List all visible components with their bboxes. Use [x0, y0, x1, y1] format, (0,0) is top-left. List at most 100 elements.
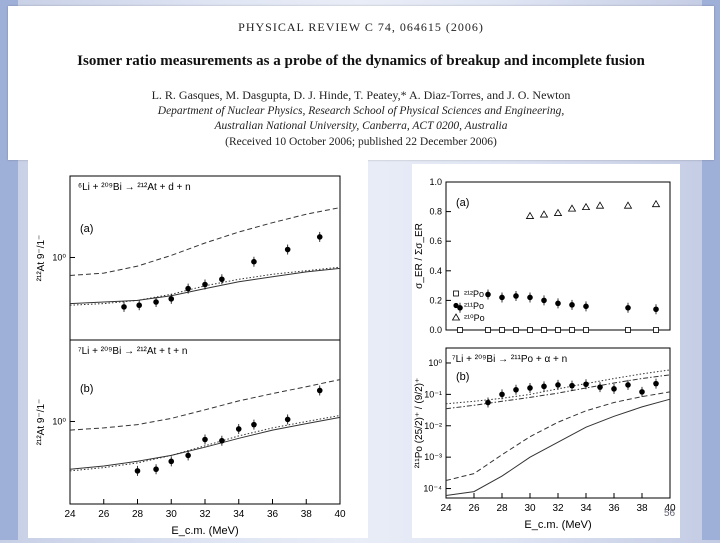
data-point: [653, 380, 659, 387]
y-tick-label: 10⁻³: [424, 452, 442, 462]
y-axis-label: σ_ER / Σσ_ER: [414, 223, 425, 289]
model-curve-dashed: [69, 379, 341, 431]
y-axis-label: ²¹²At 9⁻/1⁻: [36, 235, 47, 282]
data-point: [499, 391, 505, 398]
data-point: [153, 466, 159, 473]
journal-reference: PHYSICAL REVIEW C 74, 064615 (2006): [238, 20, 484, 34]
data-point: [284, 416, 291, 423]
y-tick-label: 0.4: [429, 266, 442, 276]
figure-left-panel: 10⁰ (a) ⁶Li + ²⁰⁹Bi → ²¹²At + d + n ²¹²At 9…: [28, 160, 368, 538]
data-point-triangle: [567, 204, 577, 212]
data-point: [513, 293, 519, 299]
data-point: [597, 384, 603, 390]
figure-left-svg: 10⁰ (a) ⁶Li + ²⁰⁹Bi → ²¹²At + d + n ²¹²At 9…: [36, 175, 346, 537]
plot-frame: [69, 175, 341, 341]
data-point: [185, 285, 191, 292]
x-tick-label: 32: [199, 509, 211, 520]
data-point: [583, 303, 589, 310]
data-point: [121, 304, 127, 310]
paper-title: Isomer ratio measurements as a probe of …: [77, 53, 645, 69]
model-curve-solid: [445, 398, 671, 496]
data-point: [513, 386, 519, 393]
x-tick-label: 38: [301, 509, 313, 520]
legend-marker-triangle: [451, 313, 461, 321]
data-point: [153, 299, 159, 305]
data-point: [168, 458, 175, 465]
data-point-triangle: [553, 208, 563, 216]
y-tick-label: 0.2: [429, 295, 442, 305]
paper-header: PHYSICAL REVIEW C 74, 064615 (2006) Isom…: [8, 6, 714, 160]
panel-letter: (a): [456, 197, 469, 209]
data-point: [653, 306, 659, 313]
data-point: [316, 387, 323, 394]
y-axis-label: ²¹²At 9⁻/1⁻: [36, 399, 47, 446]
data-point: [134, 468, 141, 474]
data-point-square: [541, 327, 547, 333]
data-point: [457, 305, 463, 311]
data-point: [284, 246, 291, 253]
data-point: [555, 300, 561, 307]
data-point: [136, 302, 142, 309]
x-tick-label: 28: [496, 503, 508, 514]
data-point: [251, 421, 257, 428]
data-point-triangle: [595, 201, 605, 209]
data-point: [527, 294, 533, 301]
x-tick-label: 32: [552, 503, 564, 514]
x-tick-label: 30: [524, 503, 536, 514]
data-point-square: [513, 327, 519, 333]
y-tick-label: 10⁻⁴: [423, 484, 442, 494]
y-tick-label: 10⁻¹: [424, 389, 442, 399]
data-point: [185, 452, 191, 459]
x-tick-label: 30: [166, 509, 178, 520]
x-tick-label: 28: [132, 509, 144, 520]
x-tick-label: 34: [233, 509, 245, 520]
received-date: (Received 10 October 2006; published 22 …: [225, 136, 497, 148]
x-tick-label: 24: [440, 503, 452, 514]
data-point: [316, 234, 323, 240]
reaction-label: ⁷Li + ²⁰⁹Bi → ²¹¹Po + α + n: [452, 354, 567, 365]
affiliation-line-2: Australian National University, Canberra…: [214, 120, 508, 132]
legend-marker-circle: [453, 302, 459, 309]
x-tick-label: 38: [636, 503, 648, 514]
data-point-square: [499, 327, 505, 333]
data-point: [219, 437, 225, 444]
data-point: [625, 382, 631, 388]
data-point: [219, 276, 225, 283]
data-point-square: [485, 327, 491, 333]
y-tick-label: 10⁰: [52, 416, 66, 426]
panel-letter: (b): [456, 371, 469, 383]
data-point: [202, 281, 208, 288]
data-point: [485, 399, 491, 406]
data-point-triangle: [651, 199, 661, 208]
x-tick-label: 36: [267, 509, 279, 520]
data-point: [235, 426, 242, 432]
legend-marker-square: [453, 290, 459, 297]
x-tick-label: 36: [608, 503, 620, 514]
data-point-square: [527, 327, 533, 333]
y-tick-label: 10⁻²: [424, 421, 442, 431]
author-list: L. R. Gasques, M. Dasgupta, D. J. Hinde,…: [151, 88, 571, 102]
figure-right-panel: 0.0 0.2 0.4 0.6 0.8 1.0 (a) σ_ER / Σσ_ER ²¹²Po ²¹…: [412, 164, 680, 538]
y-tick-label: 1.0: [429, 177, 442, 187]
data-point: [625, 305, 631, 311]
data-point: [639, 389, 645, 395]
data-point: [583, 381, 589, 388]
x-tick-label: 24: [64, 509, 76, 520]
legend-label: ²¹⁰Po: [464, 313, 485, 323]
data-point: [569, 382, 575, 389]
data-point: [499, 294, 505, 301]
data-point: [202, 436, 208, 443]
data-point-square: [625, 327, 631, 333]
data-point-square: [555, 327, 561, 333]
data-point: [251, 258, 257, 265]
affiliation-line-1: Department of Nuclear Physics, Research …: [157, 105, 565, 117]
data-point-square: [457, 327, 463, 333]
legend-label: ²¹²Po: [464, 289, 484, 299]
y-tick-label: 10⁰: [52, 252, 66, 262]
plot-frame: [69, 339, 341, 505]
data-point: [541, 383, 547, 390]
figure-right-svg: 0.0 0.2 0.4 0.6 0.8 1.0 (a) σ_ER / Σσ_ER ²¹²Po ²¹…: [414, 177, 676, 531]
y-tick-label: 0.6: [429, 236, 442, 246]
x-tick-label: 26: [98, 509, 110, 520]
data-point: [485, 291, 491, 298]
